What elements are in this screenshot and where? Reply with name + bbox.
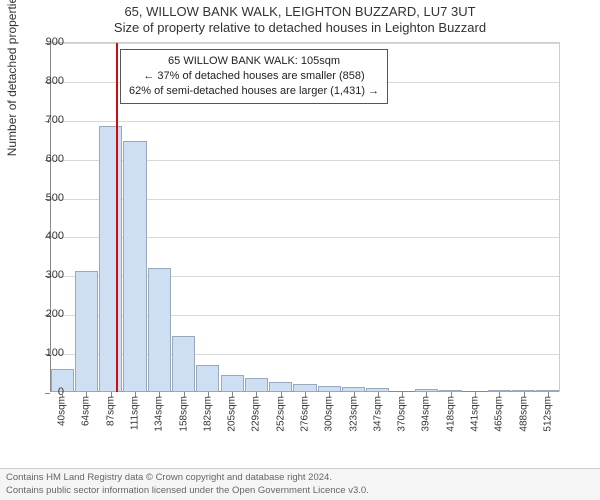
y-tick-label: 100 [24,347,64,359]
chart-container: 65 WILLOW BANK WALK: 105sqm← 37% of deta… [50,42,580,422]
x-tick-label: 488sqm [518,396,529,432]
histogram-bar [172,336,195,392]
y-tick-label: 900 [24,36,64,48]
x-tick-label: 394sqm [421,396,432,432]
x-tick-label: 64sqm [81,396,92,426]
y-tick-label: 600 [24,153,64,165]
x-tick-label: 40sqm [57,396,68,426]
y-tick-label: 500 [24,192,64,204]
info-box-line: 65 WILLOW BANK WALK: 105sqm [129,54,379,69]
histogram-bar [123,141,146,392]
footer-line-1: Contains HM Land Registry data © Crown c… [6,472,594,484]
x-tick-label: 252sqm [275,396,286,432]
y-tick-label: 400 [24,230,64,242]
x-tick-label: 300sqm [324,396,335,432]
y-tick-label: 700 [24,114,64,126]
y-axis-label: Number of detached properties [5,0,19,156]
x-tick-label: 158sqm [178,396,189,432]
x-tick-label: 465sqm [494,396,505,432]
x-tick-label: 323sqm [348,396,359,432]
histogram-bar [148,268,171,392]
info-box-line: 62% of semi-detached houses are larger (… [129,84,379,99]
footer-line-2: Contains public sector information licen… [6,485,594,497]
y-axis-line [50,43,51,392]
gridline [50,43,559,44]
x-tick-label: 205sqm [227,396,238,432]
x-tick-label: 229sqm [251,396,262,432]
x-tick-label: 441sqm [470,396,481,432]
x-tick-label: 512sqm [542,396,553,432]
histogram-bar [221,375,244,393]
x-tick-label: 134sqm [154,396,165,432]
info-box: 65 WILLOW BANK WALK: 105sqm← 37% of deta… [120,49,388,104]
chart-titles: 65, WILLOW BANK WALK, LEIGHTON BUZZARD, … [0,0,600,35]
histogram-bar [75,271,98,392]
x-tick-label: 347sqm [372,396,383,432]
x-tick-label: 87sqm [105,396,116,426]
x-tick-label: 418sqm [445,396,456,432]
y-tick-label: 300 [24,269,64,281]
y-tick-label: 800 [24,75,64,87]
plot-area: 65 WILLOW BANK WALK: 105sqm← 37% of deta… [50,42,560,392]
histogram-bar [99,126,122,392]
x-tick-label: 182sqm [202,396,213,432]
info-box-line: ← 37% of detached houses are smaller (85… [129,69,379,84]
property-marker-line [116,43,118,392]
histogram-bar [269,382,292,392]
histogram-bar [245,378,268,392]
histogram-bar [196,365,219,392]
footer-attribution: Contains HM Land Registry data © Crown c… [0,468,600,500]
histogram-bar [293,384,316,392]
page-subtitle: Size of property relative to detached ho… [0,20,600,35]
x-tick-label: 111sqm [130,396,141,430]
y-tick-label: 200 [24,308,64,320]
gridline [50,121,559,122]
x-tick-label: 370sqm [397,396,408,432]
page-title: 65, WILLOW BANK WALK, LEIGHTON BUZZARD, … [0,4,600,19]
x-tick-label: 276sqm [300,396,311,432]
